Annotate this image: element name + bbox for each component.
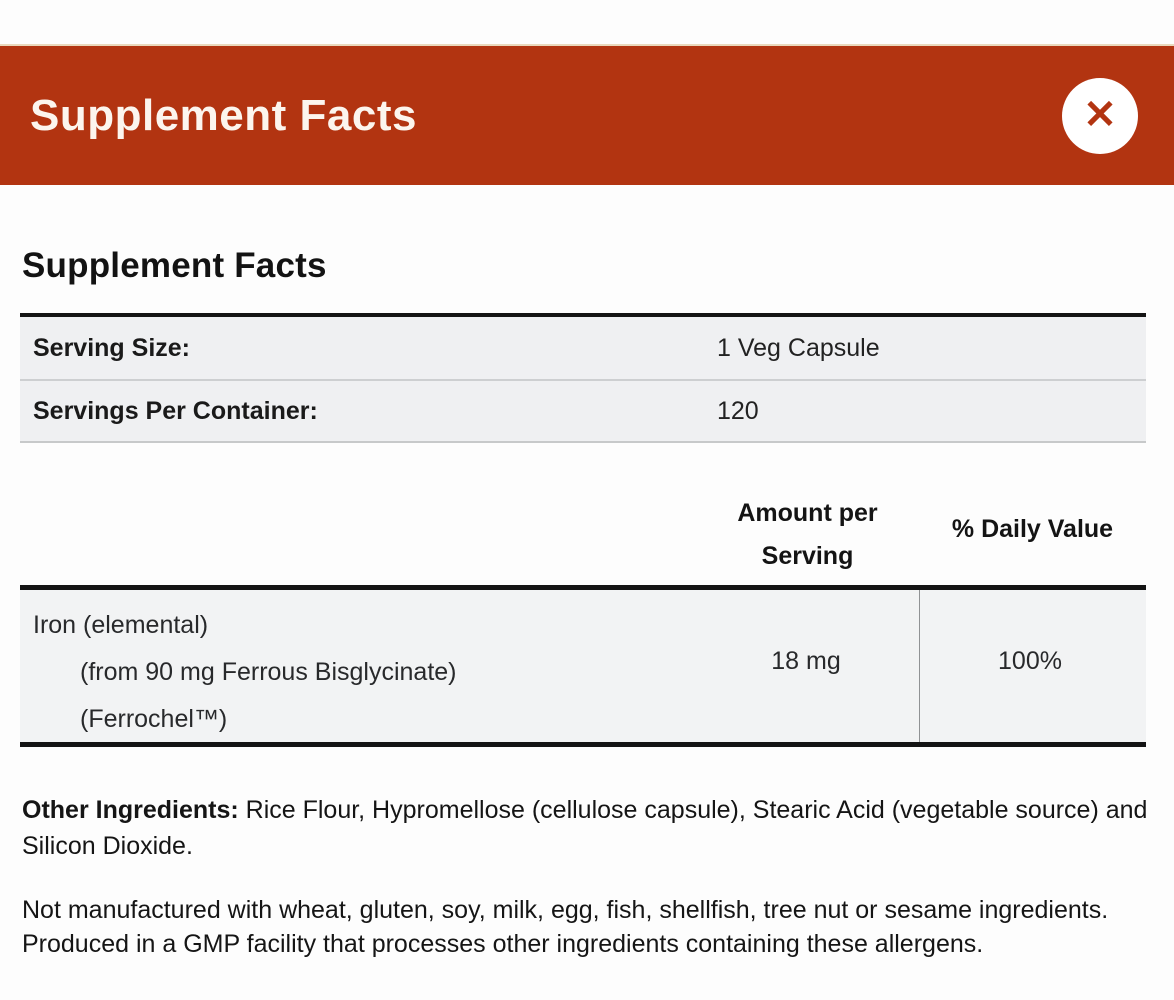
- serving-size-label: Serving Size:: [33, 333, 190, 362]
- servings-per-container-label: Servings Per Container:: [33, 396, 318, 425]
- panel-title: Supplement Facts: [22, 246, 327, 285]
- nutrient-brand-line: (Ferrochel™): [80, 705, 228, 733]
- amount-per-serving-header: Amount per Serving: [737, 499, 878, 570]
- serving-size-row: Serving Size: 1 Veg Capsule: [20, 317, 1146, 379]
- nutrient-source-line: (from 90 mg Ferrous Bisglycinate): [80, 658, 457, 686]
- nutrient-name-line: Iron (elemental): [33, 611, 209, 639]
- close-icon: ✕: [1083, 92, 1117, 137]
- nutrient-amount: 18 mg: [771, 647, 841, 675]
- modal-title: Supplement Facts: [30, 90, 417, 140]
- nutrient-daily-value: 100%: [998, 647, 1062, 675]
- nutrient-row-iron: Iron (elemental) (from 90 mg Ferrous Bis…: [20, 585, 1146, 747]
- serving-info-table: Serving Size: 1 Veg Capsule Servings Per…: [20, 313, 1146, 443]
- allergen-note: Not manufactured with wheat, gluten, soy…: [22, 896, 1109, 958]
- close-button[interactable]: ✕: [1062, 77, 1138, 154]
- servings-per-container-value: 120: [717, 396, 759, 425]
- nutrient-name: Iron (elemental) (from 90 mg Ferrous Bis…: [33, 602, 457, 743]
- serving-size-value: 1 Veg Capsule: [717, 333, 880, 362]
- daily-value-header: % Daily Value: [951, 515, 1114, 543]
- other-ingredients-label: Other Ingredients:: [22, 796, 239, 824]
- other-ingredients: Other Ingredients: Rice Flour, Hypromell…: [22, 792, 1154, 864]
- other-ingredients-text: Rice Flour, Hypromellose (cellulose caps…: [22, 796, 1148, 860]
- modal-header: Supplement Facts ✕: [0, 44, 1174, 185]
- servings-per-container-row: Servings Per Container: 120: [20, 379, 1146, 441]
